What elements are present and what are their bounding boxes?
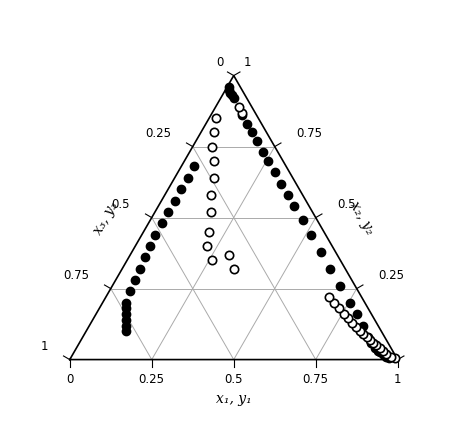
Text: 1: 1 (244, 56, 251, 69)
Text: 0.5: 0.5 (337, 198, 356, 211)
Text: 0.25: 0.25 (139, 373, 165, 386)
Text: x₂, y₂: x₂, y₂ (346, 198, 377, 237)
Text: 0.75: 0.75 (297, 127, 323, 141)
Text: 0.5: 0.5 (225, 373, 243, 386)
Text: 0.75: 0.75 (63, 270, 89, 283)
Text: 0.5: 0.5 (111, 198, 130, 211)
Text: 0.25: 0.25 (145, 127, 171, 141)
Text: 1: 1 (394, 373, 401, 386)
Text: x₁, y₁: x₁, y₁ (216, 392, 252, 406)
Text: 0: 0 (217, 56, 224, 69)
Text: 0: 0 (66, 373, 73, 386)
Text: 0.25: 0.25 (379, 270, 405, 283)
Text: 0.75: 0.75 (303, 373, 328, 386)
Text: x₃, y₃: x₃, y₃ (91, 198, 121, 237)
Text: 1: 1 (40, 340, 48, 353)
